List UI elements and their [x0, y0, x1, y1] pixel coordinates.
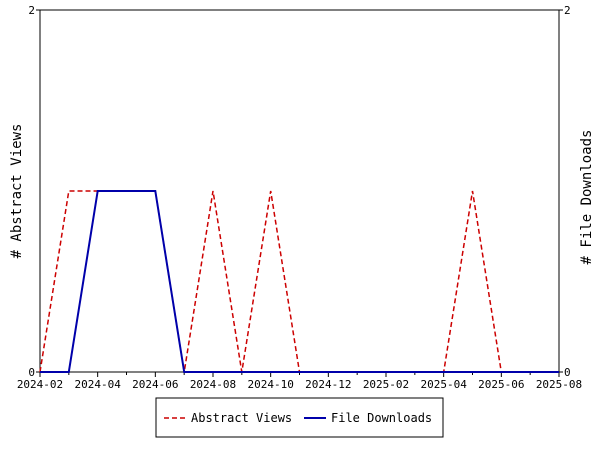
right-y-tick-label: 2	[564, 4, 571, 17]
legend-label-abstract-views: Abstract Views	[191, 411, 292, 425]
x-tick-label: 2025-08	[536, 378, 582, 391]
left-y-tick-label: 0	[28, 366, 35, 379]
left-axis-label: # Abstract Views	[9, 124, 25, 259]
x-axis-ticks: 2024-02 2024-04 2024-06 2024-08 2024-10 2024-…	[17, 372, 582, 391]
x-tick-label: 2024-08	[190, 378, 236, 391]
y-axis-ticks: 0 0 2 2	[28, 4, 570, 379]
legend: Abstract Views File Downloads	[155, 397, 444, 438]
x-tick-label: 2024-02	[17, 378, 63, 391]
x-tick-label: 2025-06	[478, 378, 524, 391]
x-tick-label: 2024-10	[247, 378, 293, 391]
x-tick-label: 2024-12	[305, 378, 351, 391]
series-layer	[39, 190, 559, 373]
left-y-tick-label: 2	[28, 4, 35, 17]
x-tick-label: 2025-04	[420, 378, 467, 391]
right-axis-label: # File Downloads	[579, 130, 595, 265]
legend-box	[155, 397, 444, 438]
x-tick-label: 2024-04	[74, 378, 121, 391]
x-tick-label: 2024-06	[132, 378, 178, 391]
legend-label-file-downloads: File Downloads	[331, 411, 432, 425]
series-line-file-downloads	[40, 190, 559, 373]
x-tick-label: 2025-02	[363, 378, 409, 391]
right-y-tick-label: 0	[564, 366, 571, 379]
